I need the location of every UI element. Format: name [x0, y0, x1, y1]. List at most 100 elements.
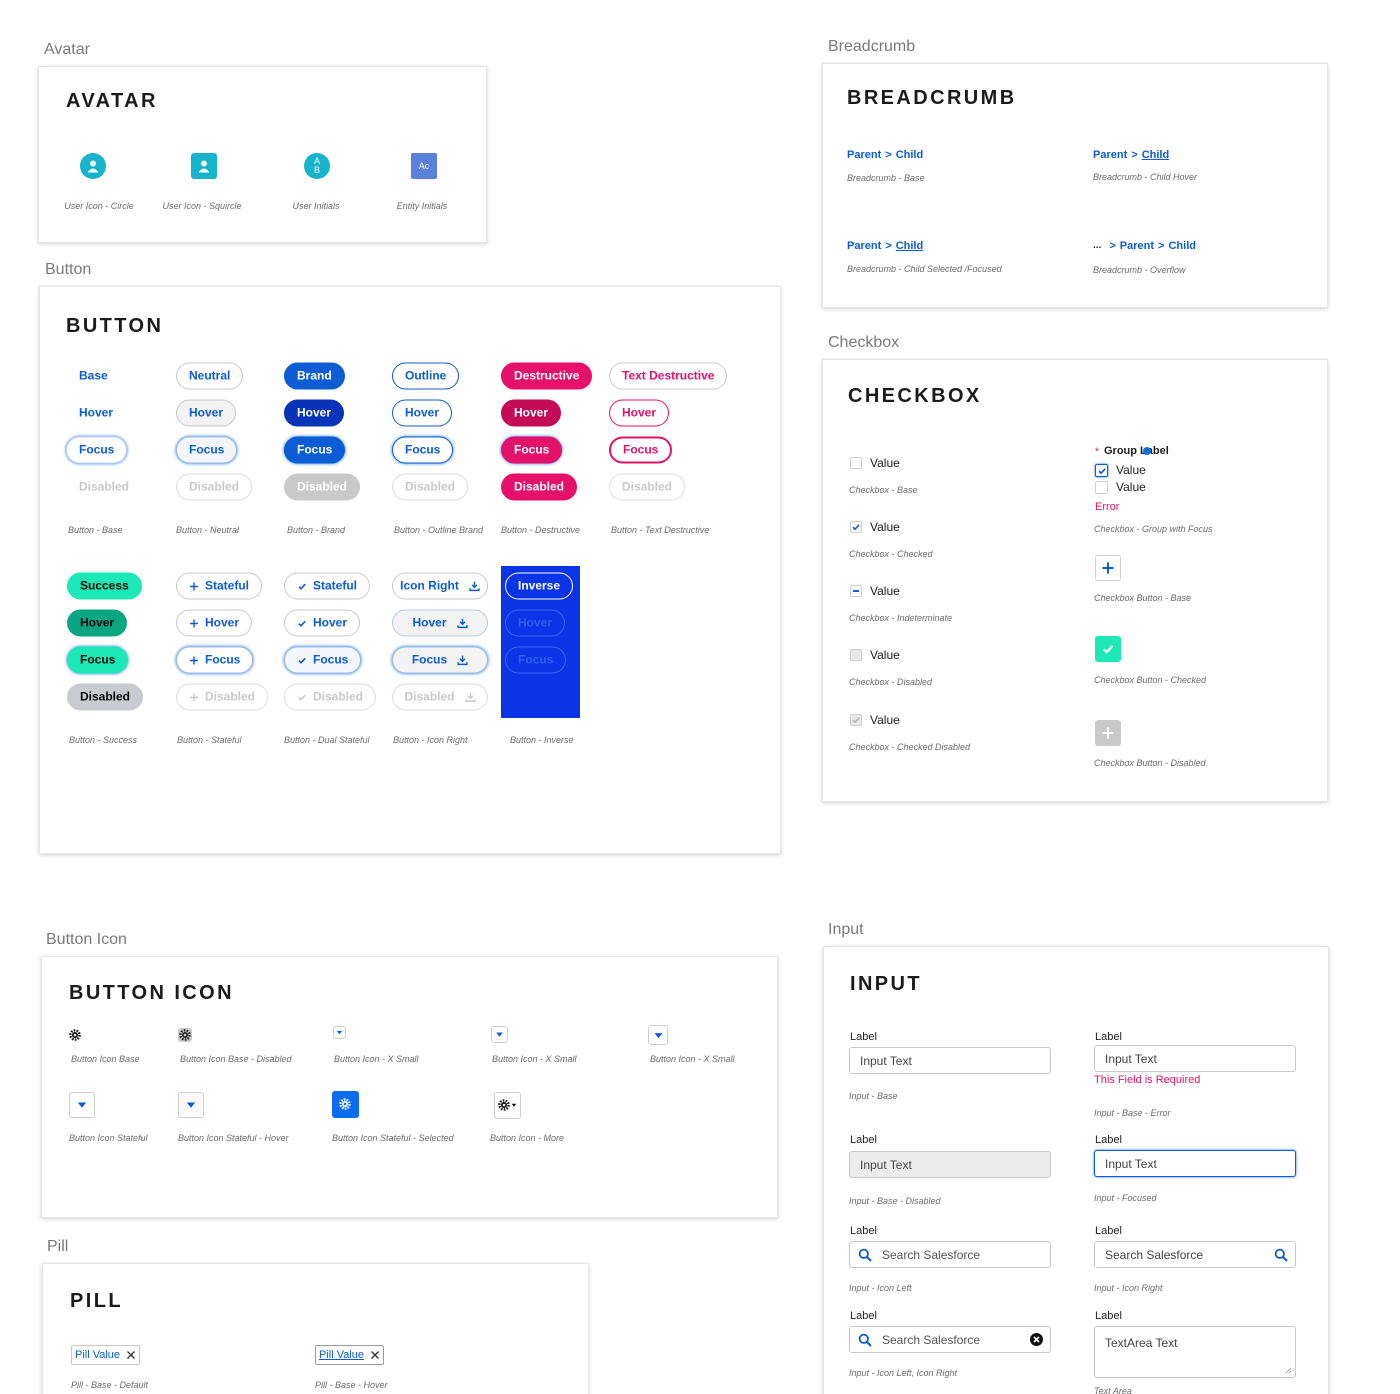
- button-icon[interactable]: [332, 1025, 346, 1039]
- button[interactable]: Hover: [505, 609, 566, 637]
- search-icon: [858, 1248, 872, 1262]
- button[interactable]: Hover: [284, 399, 345, 427]
- button[interactable]: Hover: [176, 399, 237, 427]
- breadcrumb-link[interactable]: Child: [1141, 149, 1170, 161]
- button[interactable]: Focus: [66, 436, 128, 464]
- breadcrumb-link[interactable]: ...: [1093, 240, 1102, 251]
- button-icon[interactable]: [68, 1028, 82, 1042]
- button-icon[interactable]: [331, 1090, 359, 1118]
- button-icon[interactable]: [648, 1025, 668, 1045]
- pill[interactable]: Pill Value: [71, 1345, 141, 1365]
- breadcrumb: Parent > Child: [1093, 149, 1169, 161]
- button[interactable]: Icon Right: [392, 572, 488, 600]
- checkbox[interactable]: [850, 649, 862, 661]
- button[interactable]: Disabled: [66, 474, 142, 501]
- button[interactable]: Hover: [176, 609, 253, 637]
- button-label: Hover: [297, 405, 332, 420]
- plus-icon: [189, 581, 199, 591]
- button[interactable]: Focus: [67, 646, 129, 674]
- button[interactable]: Hover: [284, 609, 361, 637]
- button[interactable]: Brand: [284, 362, 345, 390]
- checkbox[interactable]: [850, 585, 862, 597]
- button-icon[interactable]: [178, 1092, 204, 1118]
- input-field[interactable]: Input Text: [849, 1151, 1051, 1178]
- breadcrumb-link[interactable]: Child: [1168, 240, 1196, 252]
- button-icon[interactable]: [69, 1092, 95, 1118]
- button[interactable]: Disabled: [284, 473, 361, 501]
- caption: Checkbox - Group with Focus: [1094, 524, 1213, 534]
- checkbox-button[interactable]: [1095, 636, 1121, 662]
- remove-icon[interactable]: [126, 1350, 136, 1360]
- button[interactable]: Stateful: [284, 572, 371, 600]
- button-label: Focus: [411, 652, 448, 667]
- button-label: Hover: [518, 615, 553, 630]
- button[interactable]: Text Destructive: [609, 362, 728, 390]
- breadcrumb-link[interactable]: Parent: [1093, 149, 1128, 161]
- button[interactable]: Inverse: [505, 572, 574, 600]
- button[interactable]: Neutral: [176, 362, 244, 390]
- button[interactable]: Focus: [392, 646, 488, 674]
- checkbox-label: Value: [870, 648, 900, 662]
- button[interactable]: Focus: [505, 646, 567, 674]
- input-field[interactable]: Input Text: [849, 1047, 1051, 1074]
- button[interactable]: Success: [67, 572, 142, 600]
- button[interactable]: Disabled: [176, 683, 269, 711]
- caption: Button Icon Base - Disabled: [180, 1054, 292, 1064]
- button[interactable]: Focus: [176, 646, 254, 674]
- button[interactable]: Disabled: [501, 473, 578, 501]
- button[interactable]: Hover: [609, 399, 670, 427]
- button-label: Focus: [518, 652, 554, 667]
- button[interactable]: Focus: [284, 646, 362, 674]
- checkbox[interactable]: [850, 457, 862, 469]
- input-field[interactable]: Input Text: [1094, 1045, 1296, 1072]
- button[interactable]: Destructive: [501, 362, 593, 390]
- button[interactable]: Hover: [67, 609, 128, 637]
- button[interactable]: Outline: [392, 362, 460, 390]
- button[interactable]: Hover: [501, 399, 562, 427]
- button[interactable]: Focus: [609, 436, 673, 464]
- button[interactable]: Disabled: [609, 473, 686, 501]
- clear-icon[interactable]: [1030, 1333, 1043, 1346]
- breadcrumb-link[interactable]: Parent: [847, 149, 882, 161]
- input-field[interactable]: Input Text: [1094, 1150, 1296, 1177]
- breadcrumb-link[interactable]: Child: [895, 240, 924, 252]
- button[interactable]: Disabled: [392, 683, 488, 711]
- button[interactable]: Base: [66, 363, 121, 390]
- checkbox-button[interactable]: [1095, 555, 1121, 581]
- button-icon[interactable]: [493, 1091, 521, 1119]
- input-value: Input Text: [860, 1157, 912, 1172]
- button[interactable]: Disabled: [176, 473, 253, 501]
- input-field[interactable]: TextArea Text: [1094, 1326, 1296, 1378]
- breadcrumb-link[interactable]: Parent: [847, 240, 882, 252]
- button-icon[interactable]: [490, 1025, 508, 1043]
- button[interactable]: Hover: [66, 400, 126, 427]
- section-label: Input: [828, 921, 864, 938]
- button[interactable]: Disabled: [392, 473, 469, 501]
- button[interactable]: Hover: [392, 609, 488, 637]
- breadcrumb-link[interactable]: Parent: [1119, 240, 1155, 252]
- checkbox[interactable]: [1095, 464, 1108, 477]
- button[interactable]: Hover: [392, 399, 453, 427]
- input-field[interactable]: Search Salesforce: [849, 1326, 1051, 1353]
- remove-icon[interactable]: [370, 1350, 380, 1360]
- button-icon[interactable]: [178, 1028, 192, 1042]
- checkbox[interactable]: [850, 714, 862, 726]
- input-field[interactable]: Search Salesforce: [849, 1241, 1051, 1268]
- button[interactable]: Stateful: [176, 572, 263, 600]
- checkbox[interactable]: [1095, 481, 1108, 494]
- input-field[interactable]: Search Salesforce: [1094, 1241, 1296, 1268]
- pill[interactable]: Pill Value: [315, 1345, 385, 1365]
- caption: Button - Neutral: [176, 525, 240, 535]
- checkbox-button[interactable]: [1095, 720, 1121, 746]
- button[interactable]: Focus: [176, 436, 238, 464]
- button[interactable]: Disabled: [284, 683, 377, 711]
- button[interactable]: Focus: [501, 436, 563, 464]
- button[interactable]: Focus: [392, 436, 454, 464]
- checkbox[interactable]: [850, 521, 862, 533]
- check-icon: [1101, 642, 1115, 656]
- button[interactable]: Focus: [284, 436, 346, 464]
- check-icon: [851, 522, 861, 532]
- button[interactable]: Disabled: [67, 683, 144, 711]
- input-value: Search Salesforce: [882, 1247, 981, 1262]
- breadcrumb-link[interactable]: Child: [895, 149, 924, 161]
